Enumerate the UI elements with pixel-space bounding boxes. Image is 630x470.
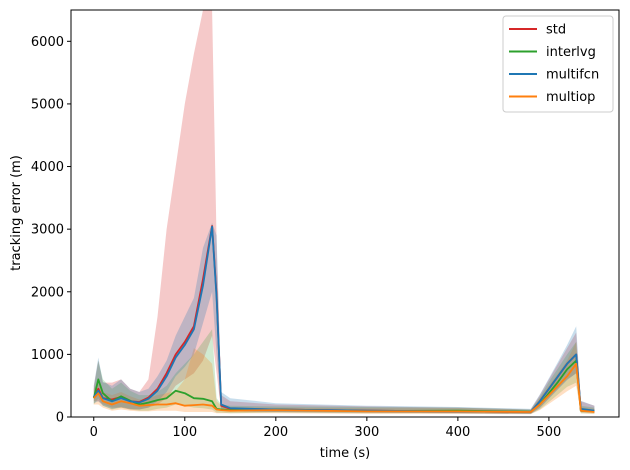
y-tick-label: 6000 bbox=[31, 35, 64, 50]
x-tick-label: 400 bbox=[445, 425, 470, 440]
x-tick-label: 500 bbox=[536, 425, 561, 440]
y-axis-ticks: 0 1000 2000 3000 4000 5000 6000 bbox=[31, 35, 71, 426]
x-tick-label: 300 bbox=[354, 425, 379, 440]
x-axis-ticks: 0 100 200 300 400 500 bbox=[90, 417, 561, 440]
x-tick-label: 0 bbox=[90, 425, 98, 440]
x-tick-label: 100 bbox=[172, 425, 197, 440]
line-multiop bbox=[93, 362, 595, 413]
legend: std interlvg multifcn multiop bbox=[502, 15, 614, 113]
band-std bbox=[93, 10, 595, 414]
y-axis-label: tracking error (m) bbox=[9, 155, 24, 271]
legend-label-interlvg: interlvg bbox=[546, 45, 596, 60]
legend-label-multiop: multiop bbox=[546, 90, 595, 105]
line-multifcn bbox=[93, 225, 595, 413]
line-interlvg bbox=[92, 359, 595, 413]
y-tick-label: 3000 bbox=[31, 223, 64, 238]
y-tick-label: 4000 bbox=[31, 160, 64, 175]
y-tick-label: 5000 bbox=[31, 97, 64, 112]
y-tick-label: 0 bbox=[56, 411, 64, 426]
legend-box bbox=[502, 15, 614, 113]
x-axis-label: time (s) bbox=[320, 446, 370, 461]
x-tick-label: 200 bbox=[263, 425, 288, 440]
legend-label-multifcn: multifcn bbox=[546, 68, 599, 83]
y-tick-label: 1000 bbox=[31, 348, 64, 363]
series-lines bbox=[92, 225, 595, 413]
legend-label-std: std bbox=[546, 23, 566, 38]
band-multiop bbox=[93, 341, 595, 415]
plot-frame bbox=[70, 9, 620, 418]
y-tick-label: 2000 bbox=[31, 285, 64, 300]
